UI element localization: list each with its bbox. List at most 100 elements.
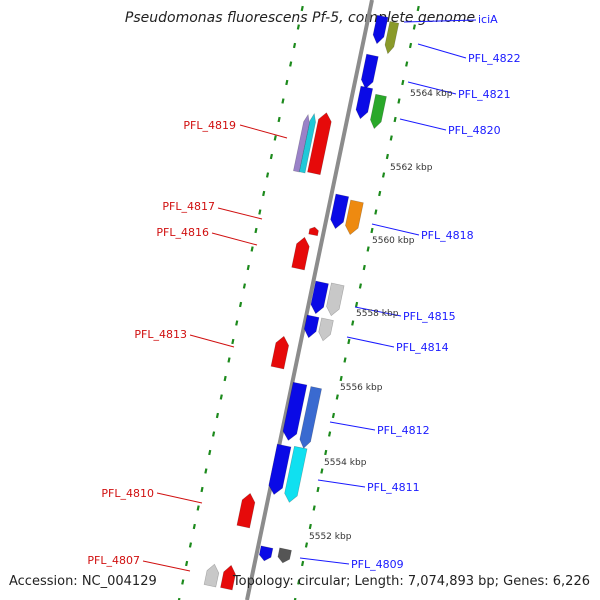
gene-pfl4819a[interactable]	[307, 112, 332, 176]
topology-text: Topology: circular; Length: 7,074,893 bp…	[232, 574, 590, 589]
left-tick	[200, 486, 204, 493]
gene-pfl4820a[interactable]	[355, 85, 374, 120]
leader-pfl4814	[346, 336, 395, 348]
left-tick	[292, 42, 297, 49]
gene-label-pfl4816[interactable]: PFL_4816	[156, 226, 209, 239]
gene-label-pfl4819[interactable]: PFL_4819	[183, 119, 236, 132]
left-tick	[246, 264, 250, 271]
right-tick	[381, 172, 386, 178]
gene-pfl4816[interactable]	[291, 236, 310, 271]
leader-pfl4813	[189, 334, 235, 348]
scale-label-5564: 5564 kbp	[410, 89, 453, 99]
right-tick	[308, 523, 312, 530]
left-tick	[235, 320, 239, 326]
scale-label-5552: 5552 kbp	[309, 532, 352, 542]
gene-pfl4818a[interactable]	[330, 193, 350, 230]
right-tick	[358, 283, 363, 289]
right-tick	[343, 357, 347, 363]
gene-label-pfl4815[interactable]: PFL_4815	[403, 310, 456, 323]
gene-label-pfl4810[interactable]: PFL_4810	[101, 487, 154, 500]
gene-pfl4807b[interactable]	[203, 563, 220, 588]
right-tick	[412, 24, 416, 30]
left-tick	[277, 116, 281, 123]
left-tick	[258, 209, 262, 215]
scale-label-5560: 5560 kbp	[372, 236, 415, 246]
right-tick	[408, 42, 413, 49]
left-tick	[227, 357, 231, 363]
gene-pfl4810[interactable]	[236, 492, 256, 529]
gene-label-pfl4820[interactable]: PFL_4820	[448, 124, 501, 137]
gene-pfl4814a[interactable]	[303, 314, 320, 339]
gene-pfl4822a[interactable]	[372, 14, 389, 45]
right-tick	[416, 5, 420, 12]
leader-pfl4815	[354, 306, 402, 317]
gene-label-pfl4811[interactable]: PFL_4811	[367, 481, 420, 494]
scale-label-5558: 5558 kbp	[356, 309, 399, 319]
gene-label-pfl4818[interactable]: PFL_4818	[421, 229, 474, 242]
gene-pfl4809a[interactable]	[258, 545, 274, 562]
gene-label-pfl4813[interactable]: PFL_4813	[134, 328, 187, 341]
left-tick	[250, 246, 254, 252]
left-tick	[296, 24, 300, 30]
scale-label-5554: 5554 kbp	[324, 458, 367, 468]
right-tick	[320, 468, 324, 474]
gene-pfl4814b[interactable]	[318, 317, 334, 342]
gene-label-pfl4812[interactable]: PFL_4812	[377, 424, 430, 437]
leader-pfl4819	[239, 124, 288, 139]
left-tick	[211, 431, 216, 437]
left-tick	[262, 190, 266, 197]
gene-pfl4813[interactable]	[270, 335, 290, 370]
label-leader-lines	[142, 19, 477, 572]
left-tick	[281, 98, 285, 104]
left-tick	[185, 560, 189, 567]
left-tick	[289, 61, 293, 67]
gene-label-pfl4814[interactable]: PFL_4814	[396, 341, 449, 354]
right-tick	[362, 264, 366, 271]
left-tick	[300, 5, 304, 12]
gene-label-pfl4809[interactable]: PFL_4809	[351, 558, 404, 571]
left-tick	[177, 597, 181, 600]
leader-pfl4810	[156, 492, 203, 504]
gene-label-pfl4822[interactable]: PFL_4822	[468, 52, 521, 65]
gene-pfl4818b[interactable]	[345, 199, 364, 236]
right-tick	[351, 320, 355, 326]
gene-label-pfl4807[interactable]: PFL_4807	[87, 554, 140, 567]
gene-pfl4811a[interactable]	[268, 443, 292, 495]
leader-pfl4812	[329, 421, 376, 431]
leader-pfl4811	[317, 479, 366, 488]
leader-pfl4809	[299, 557, 350, 565]
gene-pfl4819c[interactable]	[293, 113, 310, 173]
left-tick	[188, 542, 193, 548]
gene-pfl4815a[interactable]	[310, 280, 329, 315]
leader-pfl4807	[142, 560, 191, 572]
right-tick	[335, 394, 339, 400]
left-tick	[265, 172, 270, 178]
leader-pfl4822	[417, 43, 467, 59]
gene-pfl4811b[interactable]	[284, 445, 308, 503]
right-tick	[385, 153, 389, 160]
right-tick	[301, 560, 305, 567]
gene-label-pfl4821[interactable]: PFL_4821	[458, 88, 511, 101]
gene-pfl4809b[interactable]	[277, 547, 292, 564]
gene-pfl4820b[interactable]	[370, 93, 387, 130]
gene-pfl4812a[interactable]	[282, 381, 308, 441]
gene-label-pfl4817[interactable]: PFL_4817	[162, 200, 215, 213]
left-tick	[223, 375, 227, 382]
gene-pfl4815b[interactable]	[326, 282, 345, 317]
right-tick	[397, 98, 401, 104]
gene-pfl4807a[interactable]	[220, 564, 236, 591]
right-tick	[312, 505, 316, 511]
gene-pfl4817[interactable]	[308, 226, 319, 237]
leader-pfl4821	[407, 81, 457, 95]
right-tick	[405, 61, 409, 67]
left-tick	[196, 505, 200, 511]
left-tick	[181, 579, 185, 585]
gene-pfl4821[interactable]	[360, 53, 379, 90]
gene-pfl4822b[interactable]	[384, 21, 400, 55]
left-tick	[192, 523, 196, 530]
left-tick	[269, 153, 273, 160]
scale-label-5556: 5556 kbp	[340, 383, 383, 393]
gene-pfl4812b[interactable]	[299, 386, 322, 449]
right-tick	[297, 579, 301, 585]
